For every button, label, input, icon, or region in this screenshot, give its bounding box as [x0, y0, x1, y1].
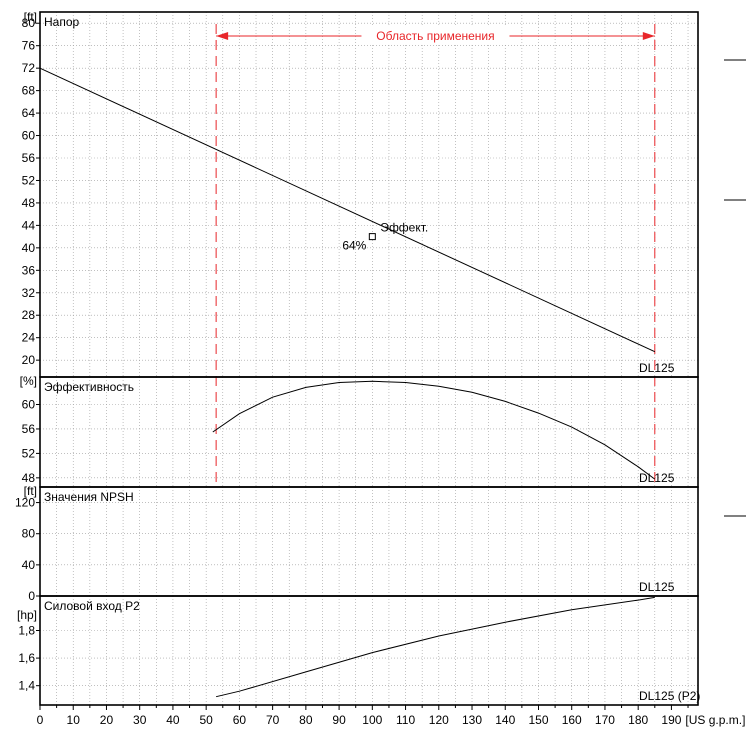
- series-label: DL125: [639, 361, 675, 375]
- efficiency-marker-value: 64%: [342, 239, 366, 253]
- x-tick-label: 90: [332, 713, 346, 727]
- series-line: [39, 67, 656, 353]
- y-tick-label: 52: [22, 446, 36, 460]
- y-tick-label: 44: [22, 218, 36, 232]
- x-axis-unit: [US g.p.m.]: [685, 713, 745, 727]
- panel-unit-label: [ft]: [24, 10, 37, 24]
- y-tick-label: 32: [22, 286, 36, 300]
- x-tick-label: 120: [429, 713, 449, 727]
- x-tick-label: 60: [233, 713, 247, 727]
- panel-frame: [39, 486, 699, 597]
- y-tick-label: 1,6: [18, 651, 35, 665]
- y-tick-label: 76: [22, 39, 36, 53]
- y-tick-label: 60: [22, 398, 36, 412]
- x-tick-label: 110: [396, 713, 415, 727]
- y-tick-label: 1,8: [18, 623, 35, 637]
- y-tick-label: 48: [22, 471, 36, 485]
- panel-unit-label: [ft]: [24, 484, 37, 498]
- panel-title: Силовой вход P2: [44, 599, 140, 613]
- arrowhead-right-icon: [642, 32, 655, 40]
- x-tick-label: 20: [100, 713, 114, 727]
- y-tick-label: 48: [22, 196, 36, 210]
- panel-unit-label: [hp]: [17, 608, 37, 622]
- application-range-label: Область применения: [376, 29, 494, 43]
- x-tick-label: 100: [362, 713, 382, 727]
- y-tick-label: 68: [22, 84, 36, 98]
- panel-unit-label: [%]: [20, 374, 37, 388]
- frame-layer: [36, 11, 699, 710]
- y-tick-label: 36: [22, 263, 36, 277]
- arrowhead-left-icon: [216, 32, 229, 40]
- y-tick-label: 56: [22, 151, 36, 165]
- panel-title: Эффективность: [44, 380, 134, 394]
- x-tick-label: 140: [495, 713, 515, 727]
- y-tick-label: 0: [28, 589, 35, 603]
- right-margin-layer: [724, 59, 746, 517]
- panel-frame: [39, 11, 699, 378]
- y-tick-label: 1,4: [18, 679, 35, 693]
- x-tick-label: 170: [595, 713, 615, 727]
- x-tick-label: 10: [67, 713, 81, 727]
- y-tick-label: 72: [22, 61, 36, 75]
- y-tick-label: 40: [22, 558, 36, 572]
- x-tick-label: 160: [562, 713, 582, 727]
- series-line: [215, 596, 655, 698]
- panel-frame: [39, 595, 699, 706]
- application-range-label-bg: [361, 27, 510, 44]
- y-tick-label: 28: [22, 308, 36, 322]
- x-tick-label: 80: [299, 713, 313, 727]
- y-tick-label: 60: [22, 129, 36, 143]
- series-label: DL125: [639, 580, 675, 594]
- x-tick-label: 150: [528, 713, 548, 727]
- grid-layer: [40, 12, 698, 705]
- y-tick-label: 80: [22, 16, 36, 30]
- x-tick-label: 190: [661, 713, 681, 727]
- y-tick-label: 52: [22, 173, 36, 187]
- y-tick-label: 20: [22, 353, 36, 367]
- series-line: [212, 380, 656, 480]
- y-tick-label: 64: [22, 106, 36, 120]
- x-tick-label: 40: [166, 713, 180, 727]
- y-tick-label: 120: [15, 496, 35, 510]
- x-tick-label: 30: [133, 713, 147, 727]
- y-tick-label: 56: [22, 422, 36, 436]
- x-tick-label: 50: [199, 713, 213, 727]
- x-tick-label: 130: [462, 713, 482, 727]
- efficiency-marker-label: Эффект.: [380, 221, 428, 235]
- series-label: DL125 (P2): [639, 689, 700, 703]
- panel-title: Напор: [44, 15, 80, 29]
- y-tick-label: 80: [22, 527, 36, 541]
- efficiency-marker: [368, 233, 376, 241]
- series-label: DL125: [639, 471, 675, 485]
- x-tick-label: 180: [628, 713, 648, 727]
- marks-layer: [39, 24, 656, 698]
- x-tick-label: 0: [37, 713, 44, 727]
- panel-frame: [39, 376, 699, 488]
- panel-title: Значения NPSH: [44, 490, 134, 504]
- y-tick-label: 40: [22, 241, 36, 255]
- x-tick-label: 70: [266, 713, 280, 727]
- y-tick-label: 24: [22, 331, 36, 345]
